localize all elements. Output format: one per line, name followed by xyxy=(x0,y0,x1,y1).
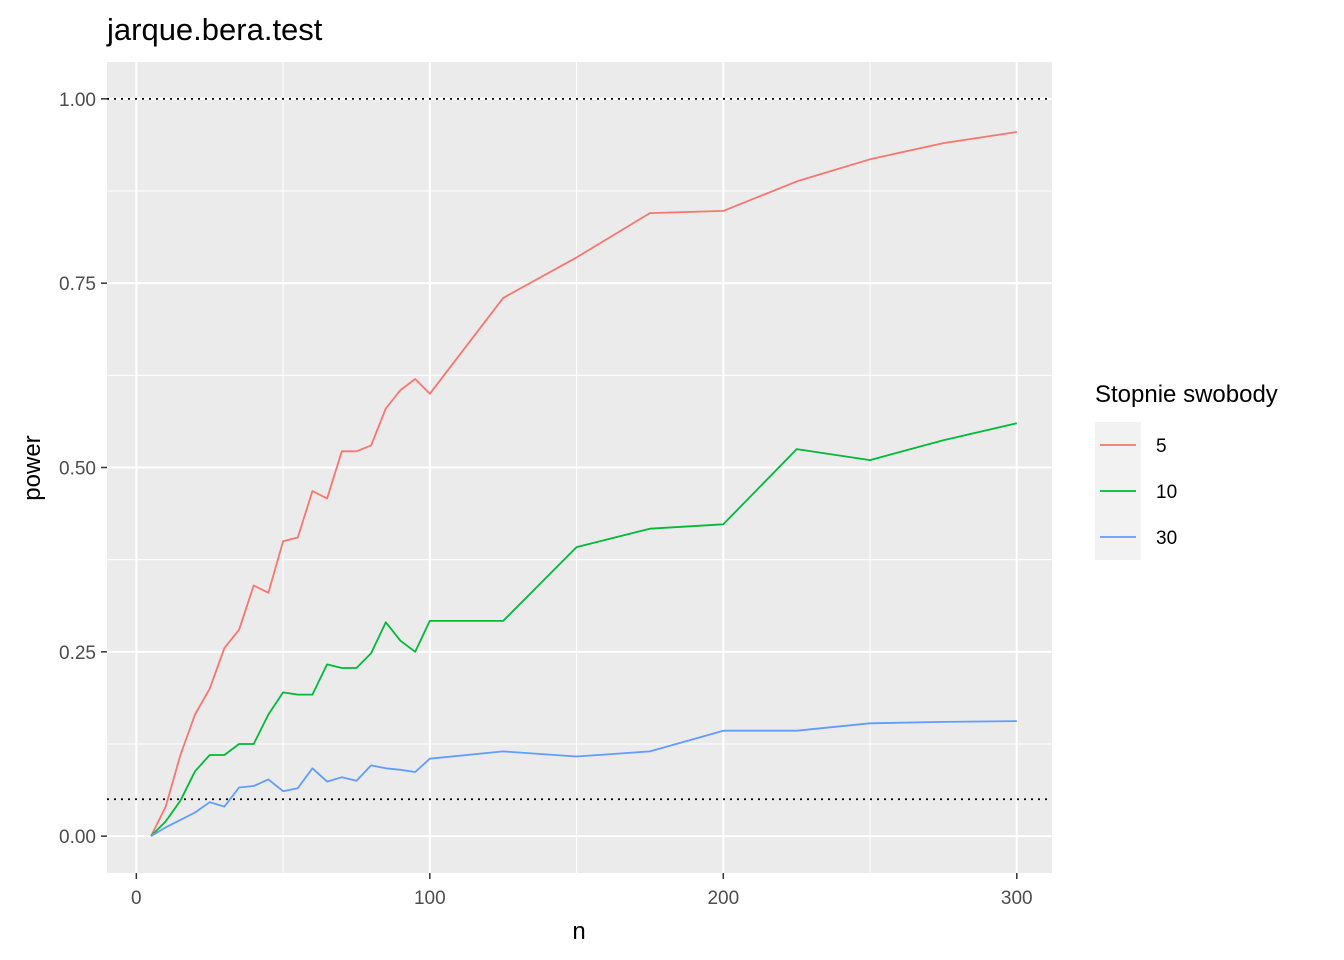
chart-title: jarque.bera.test xyxy=(106,12,323,47)
legend: Stopnie swobody 5 10 30 xyxy=(1095,381,1278,560)
y-axis-label: power xyxy=(19,435,46,500)
legend-title: Stopnie swobody xyxy=(1095,381,1278,408)
y-tick-label: 1.00 xyxy=(59,90,96,111)
legend-label: 30 xyxy=(1156,528,1177,549)
y-tick-label: 0.25 xyxy=(59,643,96,664)
x-axis-ticks: 0 100 200 300 xyxy=(131,873,1033,909)
legend-items: 5 10 30 xyxy=(1095,422,1177,560)
x-tick-label: 0 xyxy=(131,888,142,909)
grid-major xyxy=(107,62,1052,873)
y-tick-label: 0.50 xyxy=(59,459,96,480)
y-tick-label: 0.75 xyxy=(59,274,96,295)
x-tick-label: 200 xyxy=(707,888,739,909)
series-line-10 xyxy=(150,422,1018,837)
legend-label: 5 xyxy=(1156,436,1167,457)
x-axis-label: n xyxy=(572,918,585,945)
y-tick-label: 0.00 xyxy=(59,827,96,848)
series-line-5 xyxy=(150,131,1017,837)
series-line-30 xyxy=(150,720,1017,837)
x-tick-label: 300 xyxy=(1001,888,1033,909)
series-lines xyxy=(150,131,1018,837)
x-tick-label: 100 xyxy=(414,888,446,909)
y-axis-ticks: 0.00 0.25 0.50 0.75 1.00 xyxy=(59,90,107,848)
legend-label: 10 xyxy=(1156,482,1177,503)
